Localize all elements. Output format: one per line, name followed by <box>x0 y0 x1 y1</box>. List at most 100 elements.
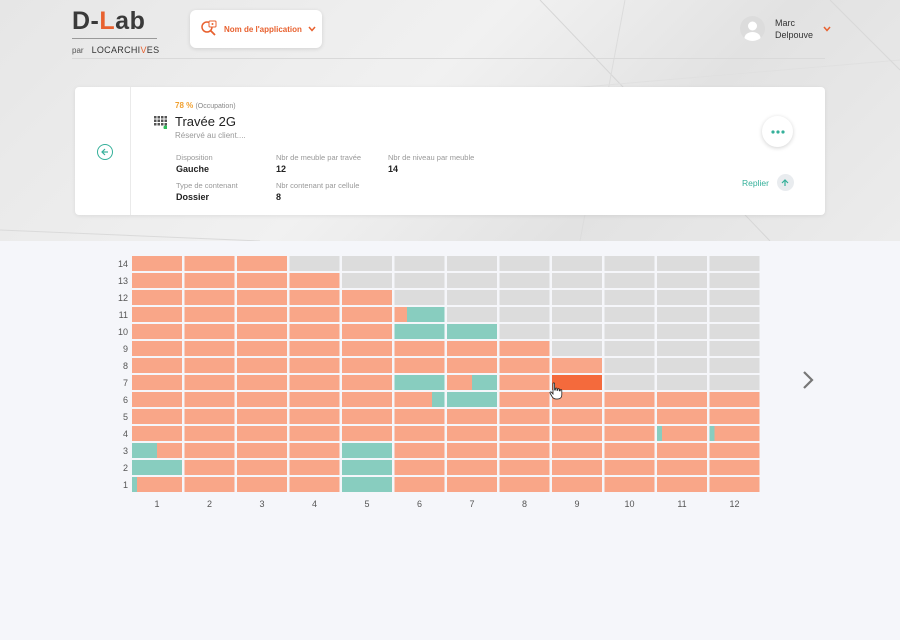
matrix-cell-col6-lvl7[interactable] <box>394 375 445 390</box>
matrix-cell-col3-lvl6[interactable] <box>237 392 287 407</box>
matrix-cell-col12-lvl12[interactable] <box>709 290 760 305</box>
matrix-cell-col7-lvl5[interactable] <box>447 409 497 424</box>
matrix-cell-col8-lvl11[interactable] <box>499 307 550 322</box>
matrix-cell-col11-lvl4[interactable] <box>657 426 707 441</box>
matrix-cell-col2-lvl9[interactable] <box>184 341 235 356</box>
matrix-cell-col2-lvl6[interactable] <box>184 392 235 407</box>
matrix-cell-col4-lvl10[interactable] <box>289 324 340 339</box>
matrix-cell-col10-lvl9[interactable] <box>604 341 655 356</box>
matrix-cell-col4-lvl9[interactable] <box>289 341 340 356</box>
matrix-cell-col5-lvl11[interactable] <box>342 307 392 322</box>
matrix-cell-col3-lvl7[interactable] <box>237 375 287 390</box>
matrix-cell-col8-lvl9[interactable] <box>499 341 550 356</box>
matrix-cell-col10-lvl12[interactable] <box>604 290 655 305</box>
matrix-cell-col3-lvl9[interactable] <box>237 341 287 356</box>
matrix-cell-col11-lvl7[interactable] <box>657 375 707 390</box>
matrix-cell-col4-lvl12[interactable] <box>289 290 340 305</box>
matrix-cell-col11-lvl12[interactable] <box>657 290 707 305</box>
fold-button[interactable]: Replier <box>742 174 794 191</box>
matrix-cell-col7-lvl14[interactable] <box>447 256 497 271</box>
matrix-cell-col5-lvl6[interactable] <box>342 392 392 407</box>
matrix-cell-col7-lvl10[interactable] <box>447 324 497 339</box>
matrix-cell-col5-lvl7[interactable] <box>342 375 392 390</box>
matrix-cell-col12-lvl5[interactable] <box>709 409 760 424</box>
matrix-cell-col4-lvl4[interactable] <box>289 426 340 441</box>
matrix-cell-col12-lvl8[interactable] <box>709 358 760 373</box>
matrix-cell-col10-lvl11[interactable] <box>604 307 655 322</box>
matrix-cell-col3-lvl4[interactable] <box>237 426 287 441</box>
matrix-cell-col12-lvl7[interactable] <box>709 375 760 390</box>
matrix-cell-col5-lvl1[interactable] <box>342 477 392 492</box>
matrix-cell-col1-lvl6[interactable] <box>132 392 182 407</box>
matrix-cell-col5-lvl2[interactable] <box>342 460 392 475</box>
matrix-cell-col2-lvl13[interactable] <box>184 273 235 288</box>
matrix-cell-col11-lvl14[interactable] <box>657 256 707 271</box>
matrix-cell-col4-lvl14[interactable] <box>289 256 340 271</box>
matrix-cell-col5-lvl5[interactable] <box>342 409 392 424</box>
matrix-cell-col4-lvl6[interactable] <box>289 392 340 407</box>
matrix-cell-col12-lvl1[interactable] <box>709 477 760 492</box>
matrix-cell-col7-lvl1[interactable] <box>447 477 497 492</box>
matrix-cell-col1-lvl12[interactable] <box>132 290 182 305</box>
matrix-cell-col10-lvl3[interactable] <box>604 443 655 458</box>
matrix-cell-col12-lvl4[interactable] <box>709 426 760 441</box>
matrix-cell-col11-lvl11[interactable] <box>657 307 707 322</box>
matrix-cell-col5-lvl10[interactable] <box>342 324 392 339</box>
more-options-button[interactable] <box>762 116 793 147</box>
matrix-cell-col5-lvl9[interactable] <box>342 341 392 356</box>
matrix-cell-col1-lvl11[interactable] <box>132 307 182 322</box>
matrix-cell-col8-lvl3[interactable] <box>499 443 550 458</box>
matrix-cell-col7-lvl12[interactable] <box>447 290 497 305</box>
matrix-cell-col6-lvl13[interactable] <box>394 273 445 288</box>
matrix-cell-col10-lvl14[interactable] <box>604 256 655 271</box>
matrix-cell-col8-lvl12[interactable] <box>499 290 550 305</box>
matrix-cell-col1-lvl3[interactable] <box>132 443 182 458</box>
chevron-right-icon[interactable] <box>798 368 818 392</box>
matrix-cell-col10-lvl6[interactable] <box>604 392 655 407</box>
matrix-cell-col11-lvl13[interactable] <box>657 273 707 288</box>
matrix-cell-col10-lvl2[interactable] <box>604 460 655 475</box>
matrix-cell-col2-lvl14[interactable] <box>184 256 235 271</box>
matrix-cell-col3-lvl5[interactable] <box>237 409 287 424</box>
application-selector-button[interactable]: Nom de l'application <box>190 10 322 48</box>
matrix-cell-col7-lvl13[interactable] <box>447 273 497 288</box>
matrix-cell-col6-lvl5[interactable] <box>394 409 445 424</box>
matrix-cell-col7-lvl4[interactable] <box>447 426 497 441</box>
matrix-cell-col2-lvl4[interactable] <box>184 426 235 441</box>
matrix-cell-col12-lvl6[interactable] <box>709 392 760 407</box>
matrix-cell-col3-lvl3[interactable] <box>237 443 287 458</box>
matrix-cell-col12-lvl9[interactable] <box>709 341 760 356</box>
matrix-cell-col5-lvl8[interactable] <box>342 358 392 373</box>
matrix-cell-col9-lvl3[interactable] <box>552 443 602 458</box>
matrix-cell-col6-lvl12[interactable] <box>394 290 445 305</box>
matrix-cell-col7-lvl11[interactable] <box>447 307 497 322</box>
matrix-cell-col9-lvl1[interactable] <box>552 477 602 492</box>
matrix-cell-col6-lvl8[interactable] <box>394 358 445 373</box>
matrix-cell-col8-lvl7[interactable] <box>499 375 550 390</box>
matrix-cell-col1-lvl1[interactable] <box>132 477 182 492</box>
matrix-cell-col5-lvl4[interactable] <box>342 426 392 441</box>
matrix-cell-col12-lvl11[interactable] <box>709 307 760 322</box>
matrix-cell-col5-lvl14[interactable] <box>342 256 392 271</box>
matrix-cell-col9-lvl7[interactable] <box>552 375 602 390</box>
matrix-cell-col3-lvl10[interactable] <box>237 324 287 339</box>
matrix-cell-col4-lvl2[interactable] <box>289 460 340 475</box>
matrix-cell-col12-lvl3[interactable] <box>709 443 760 458</box>
matrix-cell-col6-lvl2[interactable] <box>394 460 445 475</box>
matrix-cell-col3-lvl1[interactable] <box>237 477 287 492</box>
matrix-cell-col9-lvl12[interactable] <box>552 290 602 305</box>
matrix-cell-col6-lvl6[interactable] <box>394 392 445 407</box>
matrix-cell-col2-lvl7[interactable] <box>184 375 235 390</box>
matrix-cell-col11-lvl6[interactable] <box>657 392 707 407</box>
matrix-cell-col8-lvl13[interactable] <box>499 273 550 288</box>
matrix-cell-col1-lvl14[interactable] <box>132 256 182 271</box>
matrix-cell-col2-lvl8[interactable] <box>184 358 235 373</box>
matrix-cell-col1-lvl4[interactable] <box>132 426 182 441</box>
matrix-cell-col12-lvl13[interactable] <box>709 273 760 288</box>
matrix-cell-col9-lvl9[interactable] <box>552 341 602 356</box>
matrix-cell-col7-lvl3[interactable] <box>447 443 497 458</box>
matrix-cell-col1-lvl9[interactable] <box>132 341 182 356</box>
matrix-cell-col12-lvl2[interactable] <box>709 460 760 475</box>
matrix-cell-col8-lvl6[interactable] <box>499 392 550 407</box>
matrix-cell-col1-lvl8[interactable] <box>132 358 182 373</box>
